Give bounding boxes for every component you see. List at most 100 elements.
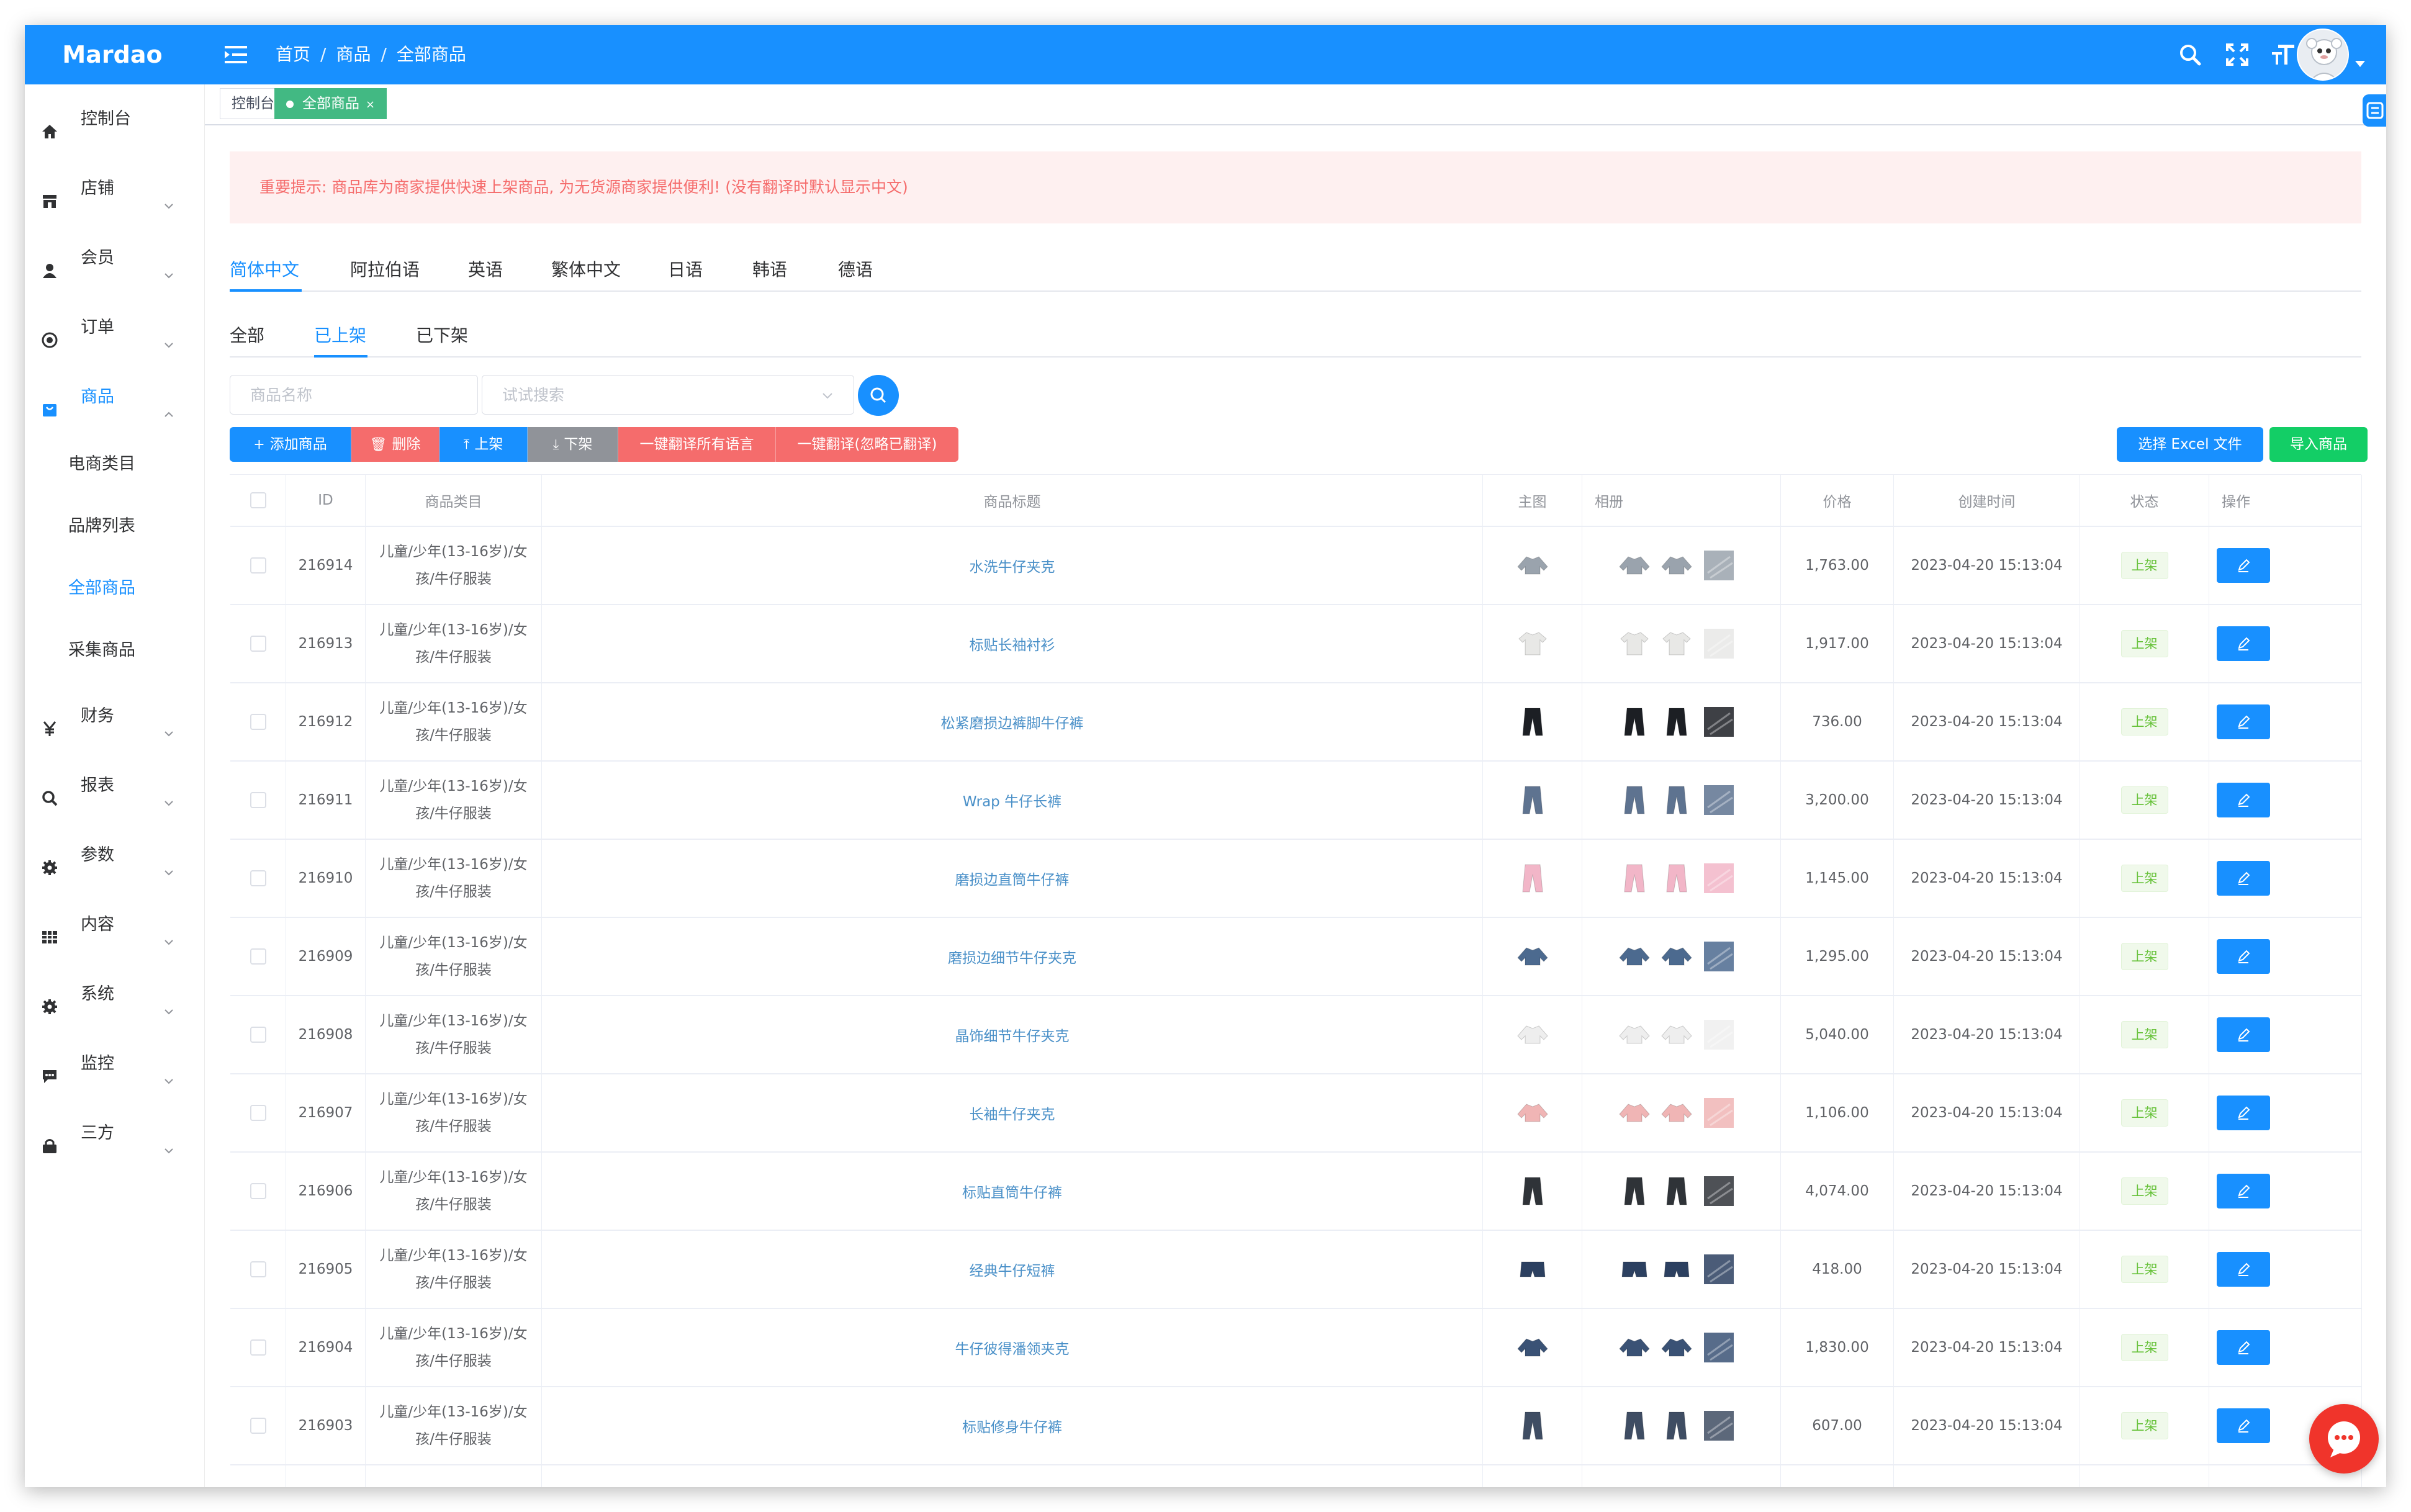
settings-float-icon[interactable] <box>2363 94 2386 127</box>
gallery-image[interactable] <box>1658 1407 1695 1444</box>
main-image[interactable] <box>1514 625 1551 662</box>
gallery-image[interactable] <box>1700 625 1737 662</box>
sidebar-item-dashboard[interactable]: 控制台 <box>25 94 205 144</box>
edit-button[interactable] <box>2217 548 2270 583</box>
search-button[interactable] <box>858 375 899 416</box>
tab-english[interactable]: 英语 <box>468 259 503 280</box>
gallery-image[interactable] <box>1616 1251 1653 1288</box>
row-checkbox[interactable] <box>250 1027 266 1043</box>
close-icon[interactable]: × <box>366 98 376 111</box>
row-checkbox[interactable] <box>250 714 266 730</box>
gallery-image[interactable] <box>1700 781 1737 819</box>
goods-title-link[interactable]: 标贴直筒牛仔裤 <box>962 1185 1062 1201</box>
gallery-image[interactable] <box>1658 1485 1695 1487</box>
sidebar-subitem-collect[interactable]: 采集商品 <box>68 641 135 660</box>
edit-button[interactable] <box>2217 861 2270 896</box>
edit-button[interactable] <box>2217 939 2270 974</box>
main-image[interactable] <box>1514 1329 1551 1366</box>
gallery-image[interactable] <box>1700 703 1737 740</box>
edit-button[interactable] <box>2217 1408 2270 1443</box>
row-checkbox[interactable] <box>250 557 266 574</box>
sidebar-subitem-brands[interactable]: 品牌列表 <box>68 516 135 536</box>
sidebar-item-monitor[interactable]: 监控 <box>25 1039 205 1089</box>
gallery-image[interactable] <box>1700 1251 1737 1288</box>
tab-arabic[interactable]: 阿拉伯语 <box>350 259 420 280</box>
gallery-image[interactable] <box>1616 938 1653 975</box>
gallery-image[interactable] <box>1616 625 1653 662</box>
main-image[interactable] <box>1514 938 1551 975</box>
gallery-image[interactable] <box>1658 860 1695 897</box>
gallery-image[interactable] <box>1658 781 1695 819</box>
goods-title-link[interactable]: 经典牛仔短裤 <box>969 1263 1055 1279</box>
gallery-image[interactable] <box>1616 1094 1653 1132</box>
gallery-image[interactable] <box>1700 1485 1737 1487</box>
goods-title-link[interactable]: 磨损边细节牛仔夹克 <box>948 950 1076 966</box>
main-image[interactable] <box>1514 1016 1551 1053</box>
add-goods-button[interactable]: + 添加商品 <box>230 427 351 462</box>
goods-name-input[interactable] <box>230 375 478 415</box>
main-image[interactable] <box>1514 1485 1551 1487</box>
gallery-image[interactable] <box>1616 1016 1653 1053</box>
sidebar-item-goods[interactable]: 商品 <box>25 372 205 422</box>
gallery-image[interactable] <box>1616 860 1653 897</box>
goods-title-link[interactable]: 松紧磨损边裤脚牛仔裤 <box>940 716 1084 732</box>
gallery-image[interactable] <box>1616 1172 1653 1210</box>
edit-button[interactable] <box>2217 1017 2270 1052</box>
gallery-image[interactable] <box>1700 1094 1737 1132</box>
breadcrumb-goods[interactable]: 商品 <box>336 44 371 65</box>
tag-all-goods[interactable]: 全部商品 × <box>274 88 387 119</box>
select-excel-button[interactable]: 选择 Excel 文件 <box>2117 427 2263 462</box>
edit-button[interactable] <box>2217 626 2270 661</box>
tab-german[interactable]: 德语 <box>838 259 873 280</box>
gallery-image[interactable] <box>1658 1016 1695 1053</box>
app-logo[interactable]: Mardao <box>62 41 163 68</box>
gallery-image[interactable] <box>1658 547 1695 584</box>
gallery-image[interactable] <box>1700 547 1737 584</box>
sidebar-item-content[interactable]: 内容 <box>25 900 205 950</box>
tab-off-shelf[interactable]: 已下架 <box>416 325 469 346</box>
goods-title-link[interactable]: 标贴长袖衬衫 <box>969 637 1055 654</box>
edit-button[interactable] <box>2217 1252 2270 1287</box>
delete-button[interactable]: 🗑 删除 <box>351 427 439 462</box>
goods-title-link[interactable]: 水洗牛仔夹克 <box>969 559 1055 575</box>
goods-title-link[interactable]: 长袖牛仔夹克 <box>969 1107 1055 1123</box>
gallery-image[interactable] <box>1616 703 1653 740</box>
search-select[interactable] <box>482 375 854 415</box>
gallery-image[interactable] <box>1700 938 1737 975</box>
goods-title-link[interactable]: 晶饰细节牛仔夹克 <box>955 1028 1070 1045</box>
gallery-image[interactable] <box>1700 860 1737 897</box>
sidebar-item-third-party[interactable]: 三方 <box>25 1109 205 1158</box>
sidebar-subitem-category[interactable]: 电商类目 <box>68 454 135 474</box>
gallery-image[interactable] <box>1616 1485 1653 1487</box>
gallery-image[interactable] <box>1700 1016 1737 1053</box>
sidebar-subitem-all-goods[interactable]: 全部商品 <box>68 578 135 598</box>
goods-title-link[interactable]: Wrap 牛仔长裤 <box>962 794 1062 810</box>
main-image[interactable] <box>1514 781 1551 819</box>
gallery-image[interactable] <box>1616 547 1653 584</box>
edit-button[interactable] <box>2217 1096 2270 1130</box>
gallery-image[interactable] <box>1658 1172 1695 1210</box>
gallery-image[interactable] <box>1616 1329 1653 1366</box>
tab-all[interactable]: 全部 <box>230 325 265 346</box>
edit-button[interactable] <box>2217 1330 2270 1365</box>
row-checkbox[interactable] <box>250 1105 266 1121</box>
gallery-image[interactable] <box>1658 1094 1695 1132</box>
customer-chat-button[interactable] <box>2309 1404 2379 1474</box>
row-checkbox[interactable] <box>250 792 266 808</box>
gallery-image[interactable] <box>1658 703 1695 740</box>
search-icon[interactable] <box>2176 41 2204 68</box>
select-all-checkbox[interactable] <box>250 492 266 508</box>
gallery-image[interactable] <box>1616 781 1653 819</box>
goods-title-link[interactable]: 标贴修身牛仔裤 <box>962 1420 1062 1436</box>
main-image[interactable] <box>1514 703 1551 740</box>
gallery-image[interactable] <box>1658 1329 1695 1366</box>
gallery-image[interactable] <box>1700 1407 1737 1444</box>
gallery-image[interactable] <box>1700 1172 1737 1210</box>
gallery-image[interactable] <box>1658 1251 1695 1288</box>
edit-button[interactable] <box>2217 1174 2270 1208</box>
main-image[interactable] <box>1514 1251 1551 1288</box>
goods-title-link[interactable]: 牛仔彼得潘领夹克 <box>955 1341 1070 1357</box>
avatar[interactable] <box>2297 29 2349 81</box>
row-checkbox[interactable] <box>250 636 266 652</box>
tab-on-shelf[interactable]: 已上架 <box>314 325 367 346</box>
